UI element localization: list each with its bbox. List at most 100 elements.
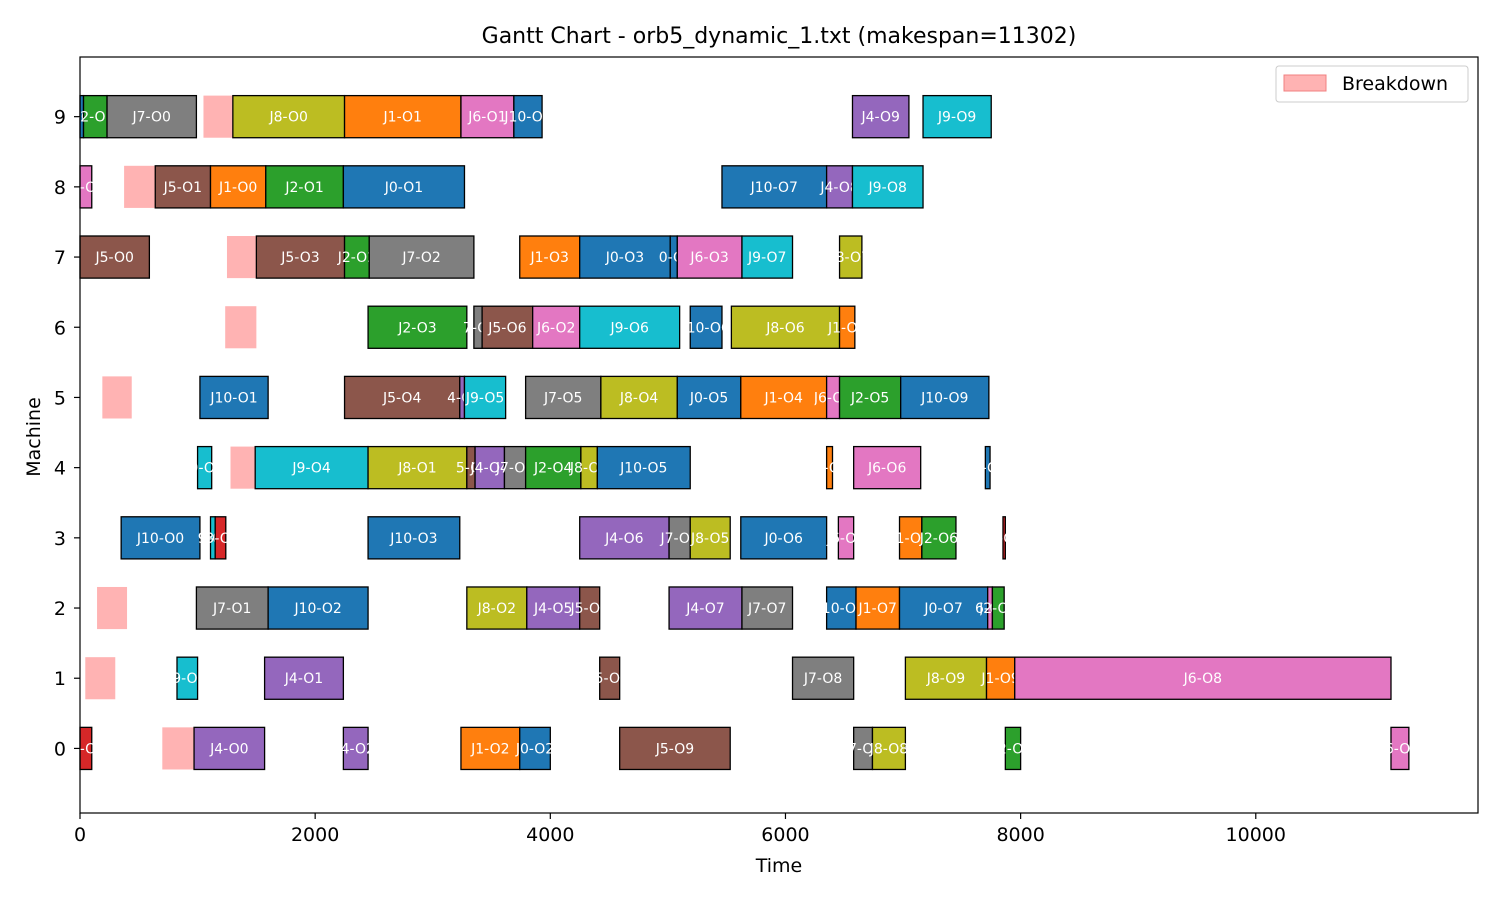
task-label: J8-O6: [765, 320, 804, 336]
task-bar-group: J10-O1: [200, 376, 268, 418]
task-label: J1-O4: [764, 390, 803, 406]
task-bar-group: J5-O9: [620, 727, 731, 769]
task-label: J0-O6: [764, 531, 803, 547]
task-bar-group: J4-O6: [580, 517, 669, 559]
task-bar-group: J9-O7: [742, 236, 793, 278]
task-bar-group: J1-O0: [211, 166, 266, 208]
task-label: J10-O0: [136, 531, 184, 547]
task-label: J5-O1: [163, 180, 202, 196]
task-label: J9-O1: [167, 671, 206, 687]
task-bar-group: J4-O0: [194, 727, 265, 769]
task-bar-group: J5-O0: [80, 236, 149, 278]
task-bar-group: J0-O1: [343, 166, 464, 208]
task-label: J0-O8: [967, 461, 1006, 477]
task-bar-group: J0-O7: [900, 587, 988, 629]
task-label: J2-O5: [850, 390, 889, 406]
task-label: J8-O8: [869, 741, 908, 757]
x-axis-ticks: 0 2000 4000 6000 8000 10000: [74, 813, 1286, 846]
task-bar-group: J7-O2: [369, 236, 474, 278]
task-bar-group: J3-O2: [984, 517, 1023, 559]
task-bar-group: J4-O7: [669, 587, 742, 629]
task-label: J6-O2: [536, 320, 575, 336]
task-bar-group: J9-O6: [580, 306, 680, 348]
task-label: J0-O5: [689, 390, 728, 406]
task-label: J0-O2: [515, 741, 554, 757]
task-bar-group: J4-O1: [265, 657, 344, 699]
task-bar-group: J9-O9: [923, 96, 991, 138]
task-label: J3-O1: [200, 531, 239, 547]
task-label: J5-O8: [589, 671, 628, 687]
task-bar-group: J10-O3: [368, 517, 460, 559]
task-label: J8-O1: [397, 461, 436, 477]
task-bar-group: J7-O7: [742, 587, 793, 629]
task-bar-group: J1-O5: [809, 447, 848, 489]
task-label: J5-O9: [655, 741, 694, 757]
task-label: J1-O8: [827, 320, 866, 336]
task-bar-group: J9-O5: [464, 376, 505, 418]
task-label: J1-O5: [809, 461, 848, 477]
task-bar-group: J7-O8: [793, 657, 854, 699]
task-label: J9-O8: [868, 180, 907, 196]
task-bar-group: J8-O2: [467, 587, 527, 629]
chart-title: Gantt Chart - orb5_dynamic_1.txt (makesp…: [482, 24, 1077, 49]
task-label: J5-O0: [94, 250, 133, 266]
task-label: J6-O5: [826, 531, 865, 547]
task-label: J5-O3: [280, 250, 319, 266]
task-label: J6-O3: [689, 250, 728, 266]
task-bar-group: J9-O3: [184, 447, 223, 489]
task-bar-group: J6-O9: [1380, 727, 1419, 769]
task-bar-group: J10-O9: [901, 376, 989, 418]
task-bar-group: J5-O6: [482, 306, 533, 348]
task-bar-group: J0-O2: [515, 727, 554, 769]
breakdown-bar: [203, 96, 232, 138]
task-bar-group: J10-O2: [268, 587, 368, 629]
task-bar-group: J1-O1: [345, 96, 461, 138]
task-label: J6-O0: [66, 180, 105, 196]
task-label: J1-O7: [858, 601, 897, 617]
task-bar-group: J9-O4: [255, 447, 368, 489]
task-label: J0-O1: [384, 180, 423, 196]
x-tick-label: 2000: [291, 824, 339, 846]
task-label: J9-O7: [747, 250, 786, 266]
task-label: J10-O4: [503, 110, 551, 126]
breakdown-bar: [102, 376, 131, 418]
task-label: J1-O9: [980, 671, 1019, 687]
task-bar-group: J1-O2: [461, 727, 520, 769]
y-tick-label: 7: [54, 247, 66, 269]
task-bar-group: J4-O2: [336, 727, 375, 769]
task-layer: J3-O0 J4-O0 J4-O2 J1-O2 J0-O2 J5-O9 J7-O9J8-O8…: [62, 96, 1420, 770]
task-label: J8-O0: [268, 110, 307, 126]
task-label: J7-O1: [212, 601, 251, 617]
task-label: J4-O1: [284, 671, 323, 687]
task-label: J1-O3: [530, 250, 569, 266]
task-label: J4-O5: [533, 601, 572, 617]
task-label: J0-O3: [605, 250, 644, 266]
task-label: J10-O5: [619, 461, 667, 477]
task-bar-group: J0-O8: [967, 447, 1006, 489]
task-label: J10-O7: [750, 180, 798, 196]
task-label: J4-O9: [861, 110, 900, 126]
task-label: J6-O8: [1183, 671, 1222, 687]
task-bar-group: J0-O3: [580, 236, 671, 278]
task-bar-group: J8-O4: [601, 376, 677, 418]
task-bar-group: J5-O1: [155, 166, 210, 208]
task-label: J8-O9: [926, 671, 965, 687]
y-tick-label: 3: [54, 528, 66, 550]
task-bar-group: J10-O6: [681, 306, 729, 348]
breakdown-bar: [85, 657, 115, 699]
task-bar-group: J1-O9: [980, 657, 1019, 699]
task-label: J4-O0: [209, 741, 248, 757]
task-label: J0-O7: [923, 601, 962, 617]
task-label: J2-O1: [284, 180, 323, 196]
task-label: J8-O7: [831, 250, 870, 266]
task-label: J9-O5: [465, 390, 504, 406]
task-label: J10-O3: [389, 531, 437, 547]
task-bar-group: J6-O0: [66, 166, 105, 208]
task-bar-group: J10-O7: [722, 166, 827, 208]
task-label: J2-O3: [397, 320, 436, 336]
legend-label-breakdown: Breakdown: [1342, 73, 1448, 95]
task-bar-group: J9-O8: [852, 166, 923, 208]
legend: Breakdown: [1276, 66, 1468, 102]
y-tick-label: 0: [54, 738, 66, 760]
